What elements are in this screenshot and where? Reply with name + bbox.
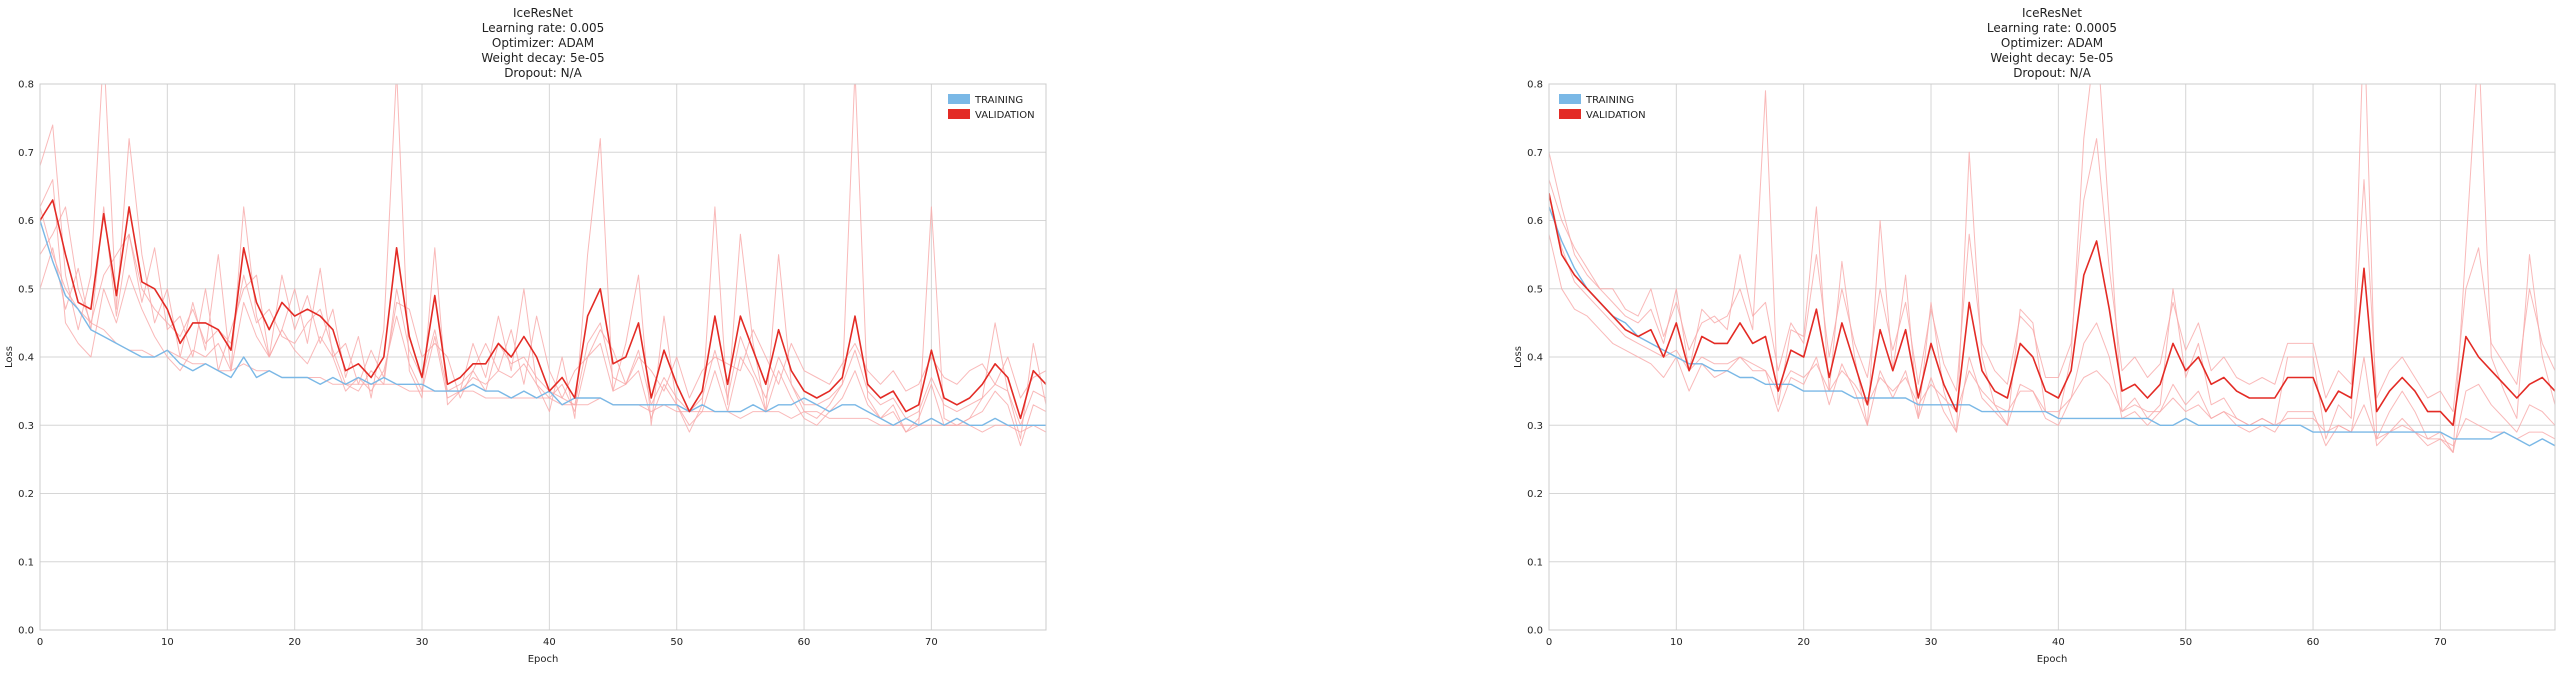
legend-swatch xyxy=(948,94,970,104)
x-tick-label: 50 xyxy=(670,637,683,648)
x-tick-label: 30 xyxy=(416,637,429,648)
chart-title-line: Learning rate: 0.0005 xyxy=(1987,21,2117,35)
legend-label: VALIDATION xyxy=(1586,110,1646,121)
chart-title-line: IceResNet xyxy=(513,6,573,20)
x-tick-label: 30 xyxy=(1925,637,1938,648)
x-tick-label: 50 xyxy=(2179,637,2192,648)
chart-title-line: Dropout: N/A xyxy=(504,66,582,80)
y-tick-label: 0.7 xyxy=(18,148,34,159)
chart-panel-2: 0.0 0.1 0.2 0.3 0.4 0.5 0.6 0.7 0.8 0 10 20 30 40 50 60… xyxy=(1513,6,2556,665)
x-tick-label: 70 xyxy=(2434,637,2447,648)
y-tick-label: 0.5 xyxy=(18,284,34,295)
x-tick-label: 10 xyxy=(161,637,174,648)
y-tick-label: 0.7 xyxy=(1527,148,1543,159)
chart-title-line: Weight decay: 5e-05 xyxy=(481,51,604,65)
x-tick-label: 20 xyxy=(1797,637,1810,648)
series-group xyxy=(40,84,1046,447)
legend-label: VALIDATION xyxy=(975,110,1035,121)
y-tick-label: 0.4 xyxy=(18,353,34,364)
series-line-fold xyxy=(1549,234,2555,453)
x-tick-label: 0 xyxy=(1546,637,1552,648)
chart-panel-1: 0.0 0.1 0.2 0.3 0.4 0.5 0.6 0.7 0.8 0 10 20 30 40 50 60… xyxy=(4,6,1047,665)
y-axis-label: Loss xyxy=(1513,346,1524,368)
y-axis-label: Loss xyxy=(4,346,15,368)
series-line-fold xyxy=(1549,138,2555,413)
legend-swatch xyxy=(1559,94,1581,104)
x-tick-label: 40 xyxy=(543,637,556,648)
y-tick-label: 0.1 xyxy=(18,557,34,568)
legend: TRAINING VALIDATION xyxy=(948,94,1035,121)
series-line-training xyxy=(40,220,1046,426)
legend-label: TRAINING xyxy=(974,95,1023,106)
x-tick-label: 40 xyxy=(2052,637,2065,648)
series-line-fold xyxy=(40,179,1046,447)
y-tick-label: 0.5 xyxy=(1527,284,1543,295)
series-group xyxy=(1549,84,2555,453)
y-tick-label: 0.4 xyxy=(1527,353,1543,364)
y-tick-label: 0.8 xyxy=(1527,80,1543,91)
x-tick-label: 70 xyxy=(925,637,938,648)
chart-title-line: IceResNet xyxy=(2022,6,2082,20)
series-line-training xyxy=(1549,206,2555,447)
x-tick-label: 0 xyxy=(37,637,43,648)
y-tick-label: 0.0 xyxy=(18,626,34,637)
chart-title-line: Optimizer: ADAM xyxy=(2001,36,2103,50)
series-line-validation xyxy=(40,199,1046,420)
series-line-fold xyxy=(40,206,1046,399)
y-tick-label: 0.2 xyxy=(1527,489,1543,500)
series-line-validation xyxy=(1549,193,2555,427)
plot-frame xyxy=(1548,83,2556,631)
chart-title-line: Weight decay: 5e-05 xyxy=(1990,51,2113,65)
legend: TRAINING VALIDATION xyxy=(1559,94,1646,121)
x-axis-label: Epoch xyxy=(2037,654,2068,665)
x-tick-label: 60 xyxy=(798,637,811,648)
legend-swatch xyxy=(1559,109,1581,119)
plot-frame xyxy=(39,83,1047,631)
y-tick-label: 0.0 xyxy=(1527,626,1543,637)
chart-title-line: Dropout: N/A xyxy=(2013,66,2091,80)
series-line-fold xyxy=(40,206,1046,426)
y-tick-label: 0.8 xyxy=(18,80,34,91)
x-tick-label: 10 xyxy=(1670,637,1683,648)
y-tick-label: 0.3 xyxy=(1527,421,1543,432)
y-tick-label: 0.2 xyxy=(18,489,34,500)
x-axis-label: Epoch xyxy=(528,654,559,665)
legend-label: TRAINING xyxy=(1585,95,1634,106)
legend-swatch xyxy=(948,109,970,119)
series-line-fold xyxy=(1549,193,2555,447)
x-tick-label: 20 xyxy=(288,637,301,648)
y-tick-label: 0.6 xyxy=(18,216,34,227)
y-tick-label: 0.6 xyxy=(1527,216,1543,227)
y-tick-label: 0.1 xyxy=(1527,557,1543,568)
x-tick-label: 60 xyxy=(2307,637,2320,648)
chart-title-line: Learning rate: 0.005 xyxy=(482,21,605,35)
y-tick-label: 0.3 xyxy=(18,421,34,432)
chart-title-line: Optimizer: ADAM xyxy=(492,36,594,50)
